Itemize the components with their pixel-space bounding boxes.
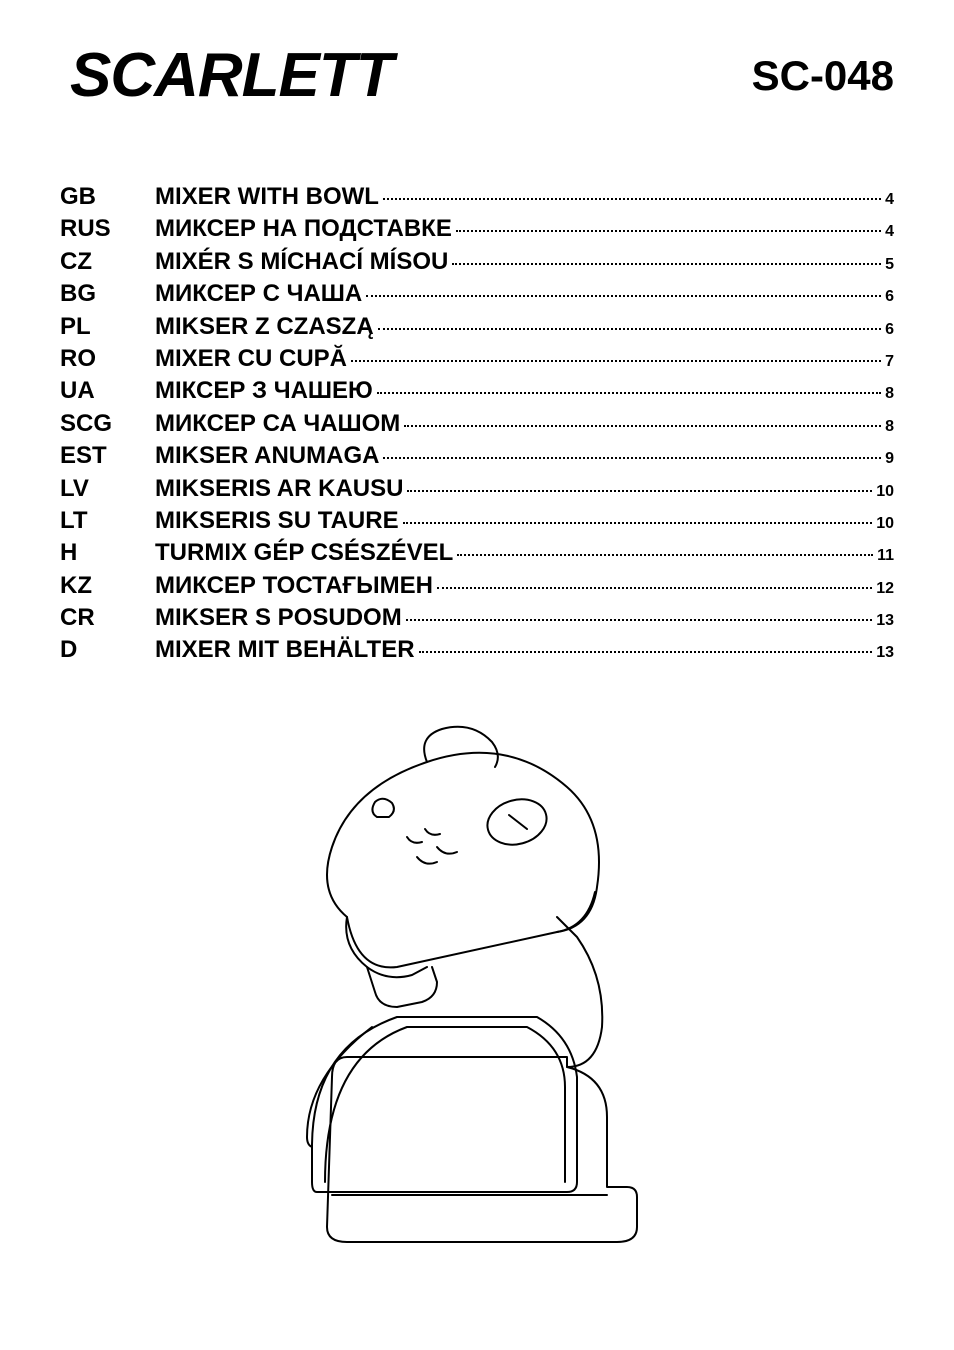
toc-title: MIKSERIS AR KAUSU [155, 473, 403, 505]
toc-title: MIKSER Z CZASZĄ [155, 311, 374, 343]
toc-leader [351, 360, 881, 362]
toc-leader [419, 651, 873, 653]
toc-row: DMIXER MIT BEHÄLTER 13 [60, 634, 894, 666]
toc-title: МИКСЕР С ЧАША [155, 278, 362, 310]
header: SCARLETT SC-048 [0, 0, 954, 121]
toc-row: UAМІКСЕР З ЧАШЕЮ 8 [60, 375, 894, 407]
toc-leader [366, 295, 881, 297]
toc-leader [403, 522, 873, 524]
toc-page-number: 5 [885, 254, 894, 276]
toc-language-code: BG [60, 278, 155, 310]
toc-language-code: EST [60, 440, 155, 472]
toc-page-number: 13 [876, 610, 894, 632]
toc-language-code: RO [60, 343, 155, 375]
product-illustration [0, 717, 954, 1257]
toc-row: ROMIXER CU CUPĂ 7 [60, 343, 894, 375]
toc-row: CZMIXÉR S MÍCHACÍ MÍSOU 5 [60, 246, 894, 278]
toc-title: MIXER MIT BEHÄLTER [155, 634, 415, 666]
toc-leader [406, 619, 873, 621]
toc-language-code: KZ [60, 570, 155, 602]
toc-page-number: 6 [885, 319, 894, 341]
model-number: SC-048 [752, 52, 894, 100]
toc-title: MIXER CU CUPĂ [155, 343, 347, 375]
toc-language-code: UA [60, 375, 155, 407]
brand-logo: SCARLETT [70, 40, 393, 111]
toc-row: SCGМИКСЕР СА ЧАШОМ 8 [60, 408, 894, 440]
toc-language-code: CR [60, 602, 155, 634]
toc-page-number: 4 [885, 221, 894, 243]
toc-language-code: LV [60, 473, 155, 505]
toc-leader [377, 392, 881, 394]
toc-leader [404, 425, 881, 427]
toc-page-number: 11 [877, 545, 894, 567]
toc-language-code: D [60, 634, 155, 666]
toc-title: TURMIX GÉP CSÉSZÉVEL [155, 537, 453, 569]
toc-row: KZМИКСЕР ТОСТАҒЫМЕН 12 [60, 570, 894, 602]
toc-language-code: RUS [60, 213, 155, 245]
toc-title: MIKSER S POSUDOM [155, 602, 402, 634]
toc-page-number: 8 [885, 416, 894, 438]
toc-title: MIXÉR S MÍCHACÍ MÍSOU [155, 246, 448, 278]
toc-page-number: 13 [876, 642, 894, 664]
toc-leader [383, 457, 881, 459]
toc-title: МИКСЕР СА ЧАШОМ [155, 408, 400, 440]
toc-leader [378, 328, 881, 330]
toc-leader [452, 263, 881, 265]
toc-page-number: 7 [885, 351, 894, 373]
toc-page-number: 6 [885, 286, 894, 308]
toc-row: HTURMIX GÉP CSÉSZÉVEL 11 [60, 537, 894, 569]
toc-leader [383, 198, 881, 200]
toc-title: MIKSER ANUMAGA [155, 440, 379, 472]
toc-language-code: PL [60, 311, 155, 343]
toc-title: МИКСЕР НА ПОДСТАВКЕ [155, 213, 452, 245]
mixer-icon [257, 717, 697, 1257]
toc-row: GBMIXER WITH BOWL 4 [60, 181, 894, 213]
toc-page-number: 12 [876, 578, 894, 600]
toc-row: LVMIKSERIS AR KAUSU 10 [60, 473, 894, 505]
toc-title: MIKSERIS SU TAURE [155, 505, 399, 537]
toc-title: МІКСЕР З ЧАШЕЮ [155, 375, 373, 407]
toc-title: MIXER WITH BOWL [155, 181, 379, 213]
toc-title: МИКСЕР ТОСТАҒЫМЕН [155, 570, 433, 602]
toc-language-code: CZ [60, 246, 155, 278]
toc-language-code: GB [60, 181, 155, 213]
toc-row: PLMIKSER Z CZASZĄ 6 [60, 311, 894, 343]
toc-language-code: H [60, 537, 155, 569]
toc-page-number: 4 [885, 189, 894, 211]
toc-page-number: 8 [885, 383, 894, 405]
table-of-contents: GBMIXER WITH BOWL4RUSМИКСЕР НА ПОДСТАВКЕ… [0, 121, 954, 667]
toc-language-code: SCG [60, 408, 155, 440]
toc-page-number: 10 [876, 481, 894, 503]
toc-language-code: LT [60, 505, 155, 537]
toc-leader [457, 554, 873, 556]
toc-row: CRMIKSER S POSUDOM 13 [60, 602, 894, 634]
toc-row: RUSМИКСЕР НА ПОДСТАВКЕ 4 [60, 213, 894, 245]
toc-row: BGМИКСЕР С ЧАША 6 [60, 278, 894, 310]
toc-page-number: 10 [876, 513, 894, 535]
toc-leader [437, 587, 872, 589]
toc-row: LTMIKSERIS SU TAURE 10 [60, 505, 894, 537]
toc-row: ESTMIKSER ANUMAGA 9 [60, 440, 894, 472]
toc-page-number: 9 [885, 448, 894, 470]
toc-leader [407, 490, 872, 492]
toc-leader [456, 230, 881, 232]
